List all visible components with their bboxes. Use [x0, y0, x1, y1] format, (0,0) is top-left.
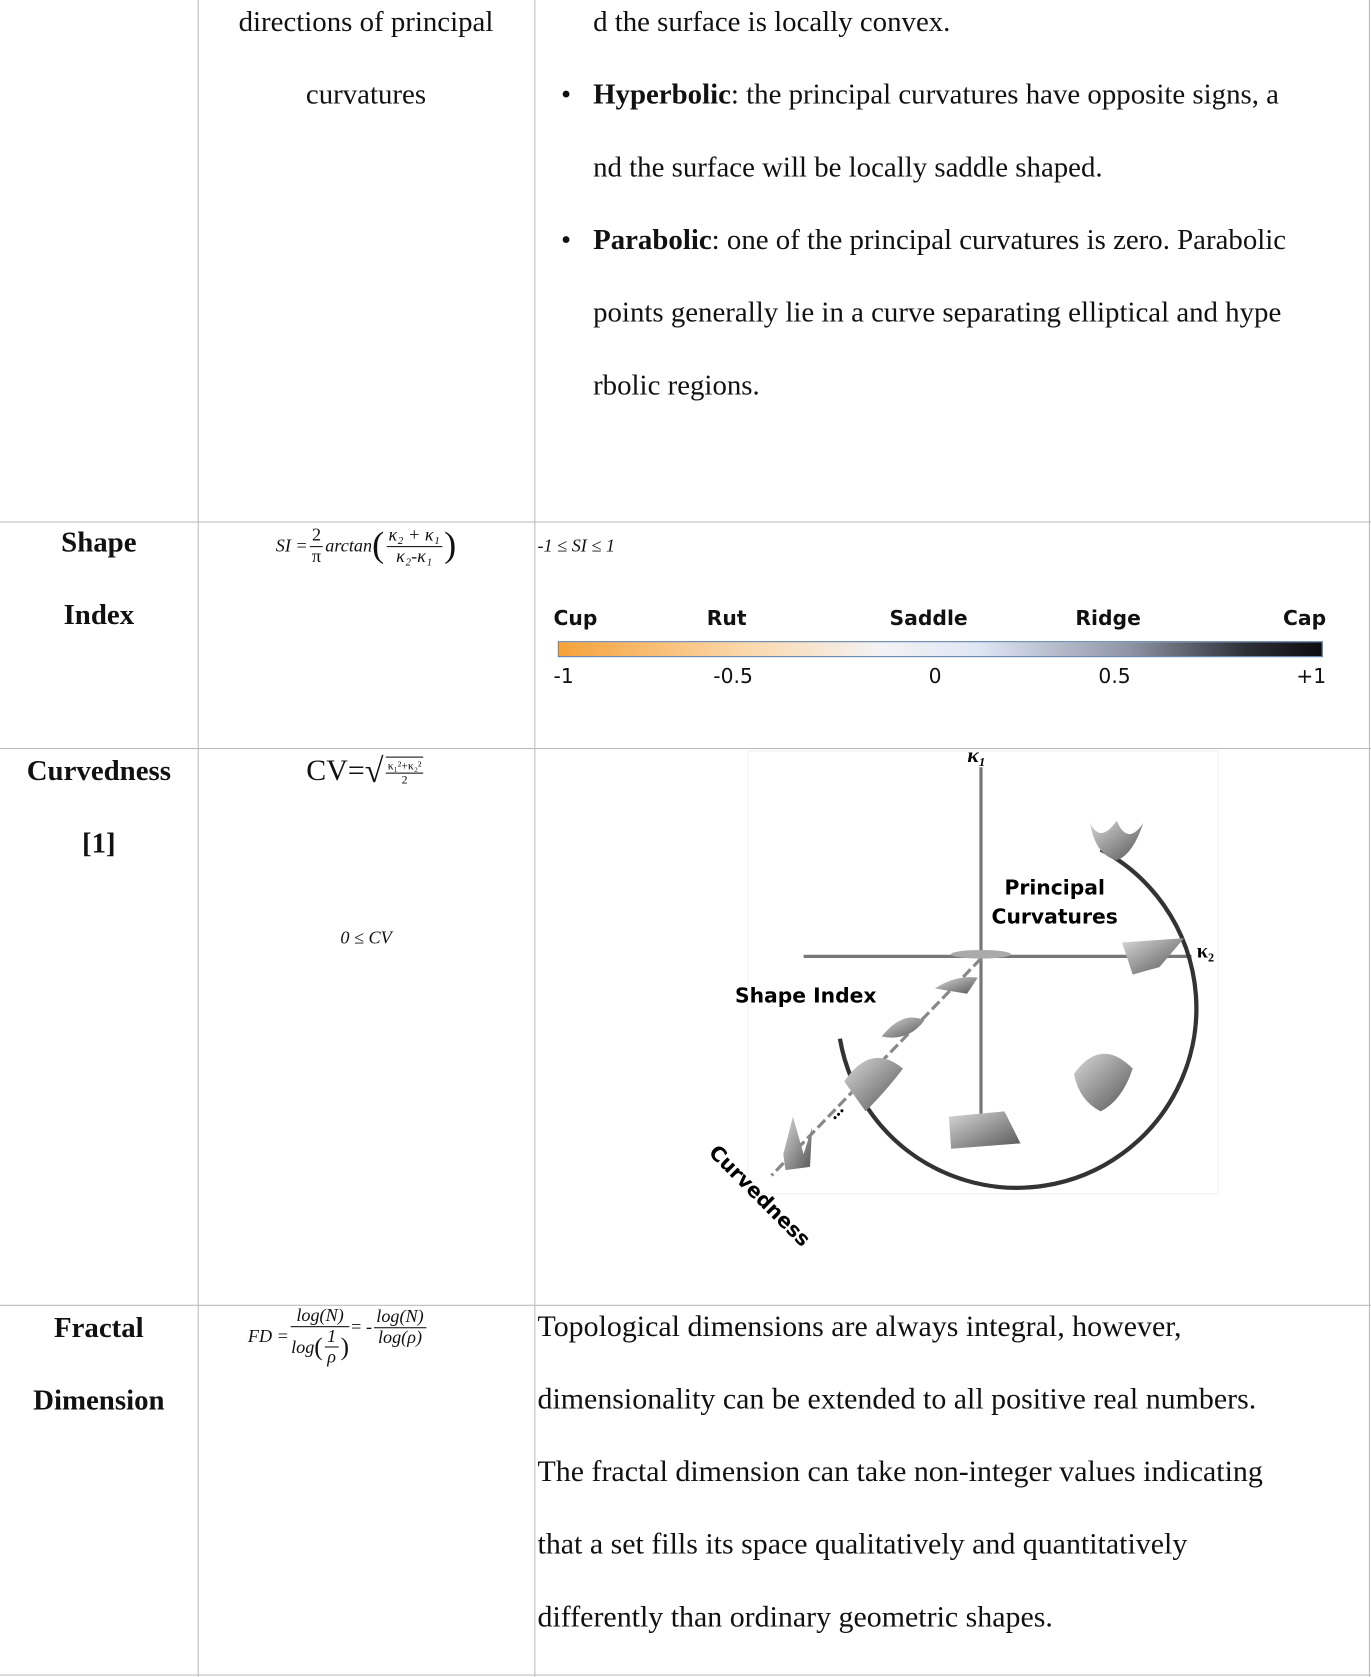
text-line: Topological dimensions are always integr… [538, 1291, 1263, 1364]
property: Fractal Dimension [0, 1291, 198, 1436]
formula-part: = - [351, 1317, 372, 1338]
formula-part: 1 [325, 1327, 338, 1348]
document-table: directions of principal curvatures d the… [0, 0, 1371, 1677]
text-line: dimensionality can be extended to all po… [538, 1364, 1263, 1437]
formula-part: ρ [325, 1348, 338, 1368]
text-line: The fractal dimension can take non-integ… [538, 1436, 1263, 1509]
formula-part: log(ρ) [374, 1328, 426, 1348]
text-line: Dimension [0, 1364, 198, 1437]
formula-part: log(N) [291, 1306, 349, 1327]
figure-label: Shape Index [735, 983, 877, 1007]
formula-part: FD = [248, 1326, 289, 1347]
page: directions of principal curvatures d the… [0, 0, 1371, 1677]
figure-label: Curvatures [992, 904, 1118, 928]
figure-label: Principal [1004, 875, 1104, 899]
description: Topological dimensions are always integr… [538, 1291, 1263, 1654]
axis-label: κ₂ [1197, 940, 1214, 962]
formula-part: log [291, 1337, 314, 1357]
text-line: Fractal [0, 1291, 198, 1364]
text-line: differently than ordinary geometric shap… [538, 1582, 1263, 1655]
axis-label: κ₁ [967, 743, 986, 767]
text-line: that a set fills its space qualitatively… [538, 1509, 1263, 1582]
formula-part: log(N) [374, 1307, 426, 1328]
